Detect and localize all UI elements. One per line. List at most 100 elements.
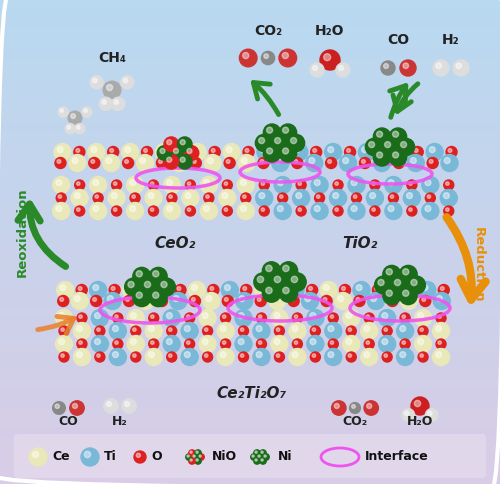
Circle shape bbox=[255, 451, 257, 454]
Circle shape bbox=[192, 160, 196, 164]
Circle shape bbox=[74, 296, 80, 302]
Circle shape bbox=[323, 285, 329, 290]
Circle shape bbox=[114, 182, 117, 185]
Bar bbox=[0, 293, 500, 295]
Circle shape bbox=[408, 208, 412, 212]
Circle shape bbox=[238, 339, 244, 345]
Circle shape bbox=[384, 141, 390, 148]
Circle shape bbox=[240, 206, 246, 212]
Circle shape bbox=[132, 328, 136, 332]
Bar bbox=[0, 143, 500, 145]
Circle shape bbox=[167, 193, 177, 203]
Circle shape bbox=[136, 292, 142, 298]
Circle shape bbox=[266, 265, 272, 272]
Bar bbox=[0, 373, 500, 375]
Bar bbox=[0, 41, 500, 44]
Bar bbox=[0, 172, 500, 174]
Circle shape bbox=[148, 352, 154, 358]
Circle shape bbox=[382, 138, 398, 156]
Circle shape bbox=[202, 352, 212, 362]
Circle shape bbox=[348, 202, 365, 220]
Circle shape bbox=[374, 276, 392, 294]
Bar bbox=[0, 339, 500, 341]
Circle shape bbox=[123, 78, 128, 83]
Circle shape bbox=[243, 287, 246, 290]
Circle shape bbox=[378, 147, 390, 157]
Bar bbox=[0, 462, 500, 465]
Circle shape bbox=[272, 154, 289, 171]
Bar bbox=[0, 109, 500, 111]
Circle shape bbox=[96, 328, 100, 332]
Circle shape bbox=[106, 401, 112, 407]
Circle shape bbox=[92, 309, 108, 327]
Circle shape bbox=[324, 143, 342, 161]
Circle shape bbox=[90, 202, 106, 220]
Circle shape bbox=[282, 148, 288, 154]
Circle shape bbox=[74, 147, 85, 157]
Bar bbox=[0, 82, 500, 85]
Circle shape bbox=[95, 326, 105, 336]
Circle shape bbox=[198, 454, 204, 460]
Bar bbox=[0, 244, 500, 247]
Bar bbox=[0, 5, 500, 7]
Circle shape bbox=[418, 339, 424, 345]
Bar bbox=[0, 2, 500, 5]
Circle shape bbox=[384, 63, 388, 69]
Circle shape bbox=[184, 326, 190, 332]
Circle shape bbox=[366, 341, 370, 344]
Circle shape bbox=[426, 193, 436, 203]
Circle shape bbox=[278, 193, 287, 203]
Bar bbox=[0, 324, 500, 327]
Circle shape bbox=[258, 157, 269, 168]
Circle shape bbox=[414, 335, 432, 352]
Circle shape bbox=[274, 326, 284, 336]
Circle shape bbox=[111, 193, 117, 198]
Circle shape bbox=[427, 195, 430, 198]
Circle shape bbox=[422, 202, 439, 220]
Bar bbox=[0, 448, 500, 450]
Bar bbox=[0, 341, 500, 344]
Circle shape bbox=[107, 296, 113, 302]
Circle shape bbox=[67, 125, 70, 129]
Circle shape bbox=[333, 180, 343, 190]
Circle shape bbox=[390, 195, 394, 198]
Circle shape bbox=[288, 135, 304, 151]
Circle shape bbox=[258, 455, 260, 457]
Circle shape bbox=[204, 154, 221, 171]
Circle shape bbox=[364, 339, 374, 349]
Text: H₂: H₂ bbox=[112, 415, 128, 428]
Circle shape bbox=[400, 265, 417, 283]
Circle shape bbox=[279, 149, 283, 152]
Circle shape bbox=[238, 313, 244, 318]
Circle shape bbox=[235, 309, 252, 327]
Circle shape bbox=[145, 348, 162, 365]
Bar bbox=[0, 378, 500, 380]
Bar bbox=[0, 206, 500, 208]
Bar bbox=[0, 15, 500, 17]
Circle shape bbox=[396, 322, 413, 339]
Circle shape bbox=[261, 451, 263, 454]
Circle shape bbox=[352, 405, 356, 408]
Circle shape bbox=[210, 287, 214, 290]
Text: CO₂: CO₂ bbox=[254, 24, 282, 38]
Circle shape bbox=[95, 352, 105, 362]
Circle shape bbox=[54, 143, 71, 161]
Bar bbox=[0, 421, 500, 424]
Circle shape bbox=[186, 454, 192, 460]
Bar bbox=[0, 397, 500, 399]
Circle shape bbox=[157, 146, 172, 160]
Circle shape bbox=[195, 450, 201, 456]
Text: Interface: Interface bbox=[365, 451, 429, 464]
Circle shape bbox=[158, 147, 164, 152]
Circle shape bbox=[306, 154, 322, 171]
Circle shape bbox=[366, 190, 384, 207]
Circle shape bbox=[370, 180, 380, 190]
Circle shape bbox=[76, 352, 82, 358]
Bar bbox=[0, 237, 500, 240]
Circle shape bbox=[112, 352, 118, 358]
Circle shape bbox=[342, 287, 345, 290]
Circle shape bbox=[150, 341, 154, 344]
Circle shape bbox=[224, 182, 228, 185]
Circle shape bbox=[261, 459, 263, 461]
Circle shape bbox=[290, 298, 294, 302]
